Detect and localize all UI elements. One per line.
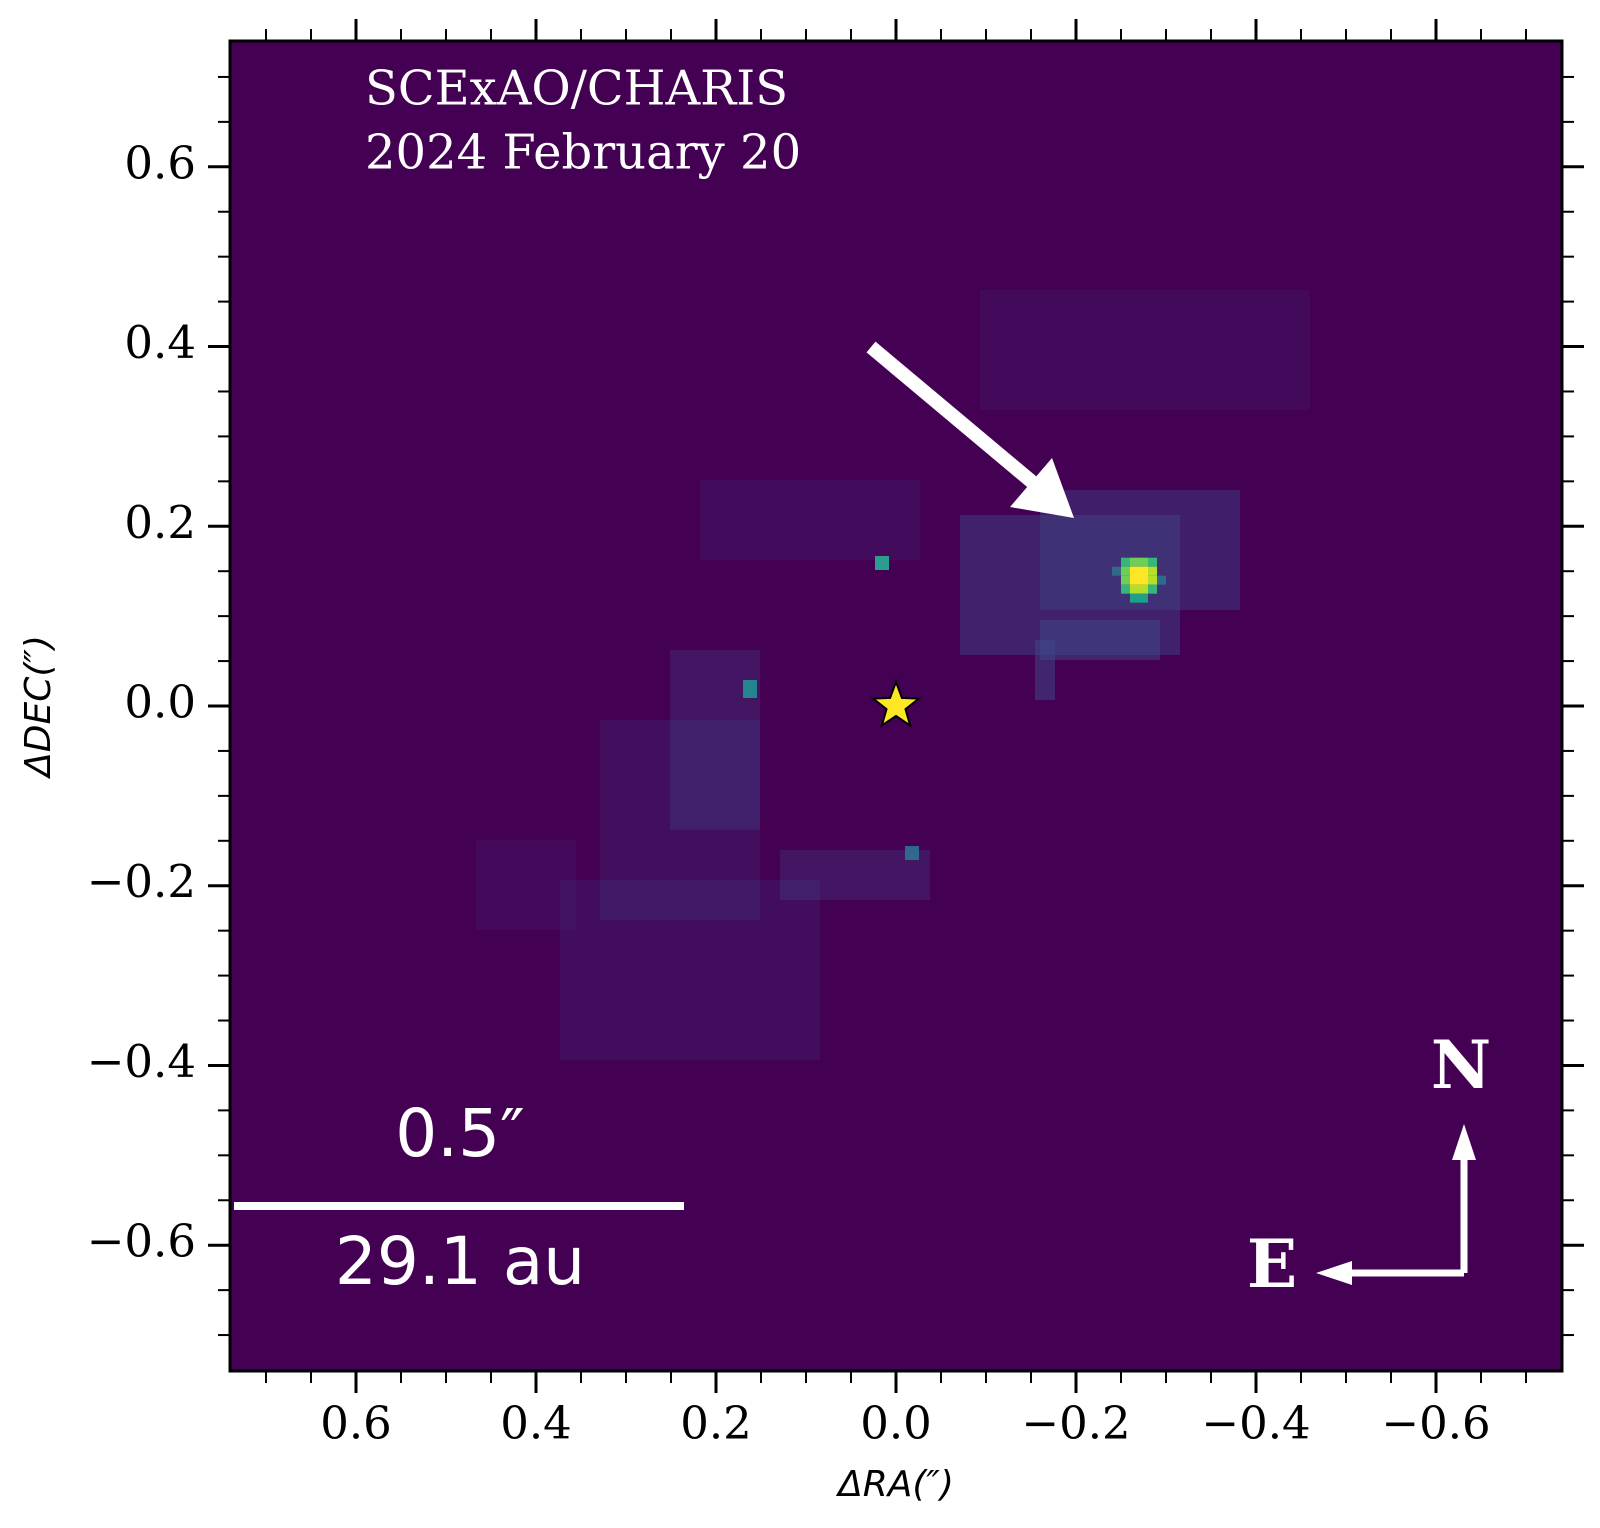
x-tick-label: 0.0 bbox=[860, 1397, 932, 1450]
y-tick-label: 0.0 bbox=[124, 676, 196, 729]
x-tick-label: −0.4 bbox=[1201, 1397, 1310, 1450]
y-tick-label: 0.6 bbox=[124, 136, 196, 189]
companion-halo bbox=[1130, 593, 1139, 603]
y-tick-label: 0.2 bbox=[124, 496, 196, 549]
y-tick-label: 0.4 bbox=[124, 316, 196, 369]
y-tick-label: −0.4 bbox=[87, 1035, 196, 1088]
x-tick-label: 0.4 bbox=[500, 1397, 572, 1450]
diffuse-signal bbox=[476, 290, 1310, 1060]
companion-halo bbox=[1148, 566, 1157, 576]
hot-pixel bbox=[875, 556, 889, 570]
x-tick-label: −0.2 bbox=[1021, 1397, 1130, 1450]
y-tick-label: −0.2 bbox=[87, 855, 196, 908]
companion bbox=[1130, 566, 1148, 585]
date-label: 2024 February 20 bbox=[365, 125, 801, 181]
companion-halo bbox=[1139, 593, 1148, 603]
x-tick-label: 0.2 bbox=[680, 1397, 752, 1450]
companion-halo bbox=[1130, 584, 1139, 594]
north-label: N bbox=[1431, 1026, 1491, 1104]
companion-halo bbox=[1121, 557, 1130, 567]
compass-north-head bbox=[1452, 1124, 1476, 1160]
companion-halo bbox=[1139, 557, 1148, 567]
pointer-arrow bbox=[866, 341, 1055, 503]
scale-bar-au-label: 29.1 au bbox=[335, 1223, 585, 1300]
x-tick-label: −0.6 bbox=[1381, 1397, 1490, 1450]
y-tick-label: −0.6 bbox=[87, 1215, 196, 1268]
companion-halo bbox=[1130, 557, 1139, 567]
instrument-label: SCExAO/CHARIS bbox=[365, 61, 788, 117]
compass-east-head bbox=[1316, 1261, 1352, 1285]
hot-pixel bbox=[743, 680, 757, 698]
companion-halo bbox=[1121, 575, 1130, 585]
companion-halo bbox=[1112, 566, 1121, 576]
companion-halo bbox=[1148, 575, 1157, 585]
east-label: E bbox=[1247, 1225, 1297, 1303]
companion-halo bbox=[1121, 566, 1130, 576]
hot-pixel bbox=[905, 846, 919, 860]
companion-halo bbox=[1139, 584, 1148, 594]
companion-halo bbox=[1157, 575, 1166, 585]
pointer-arrow-head bbox=[1010, 458, 1074, 518]
companion-halo bbox=[1121, 584, 1130, 594]
companion-halo bbox=[1148, 584, 1157, 594]
y-axis-label: ΔDEC(″) bbox=[18, 635, 59, 780]
companion-halo bbox=[1148, 557, 1157, 567]
x-tick-label: 0.6 bbox=[320, 1397, 392, 1450]
x-axis-label: ΔRA(″) bbox=[835, 1464, 954, 1505]
scale-bar-label: 0.5″ bbox=[395, 1095, 525, 1172]
host-star bbox=[870, 679, 922, 728]
